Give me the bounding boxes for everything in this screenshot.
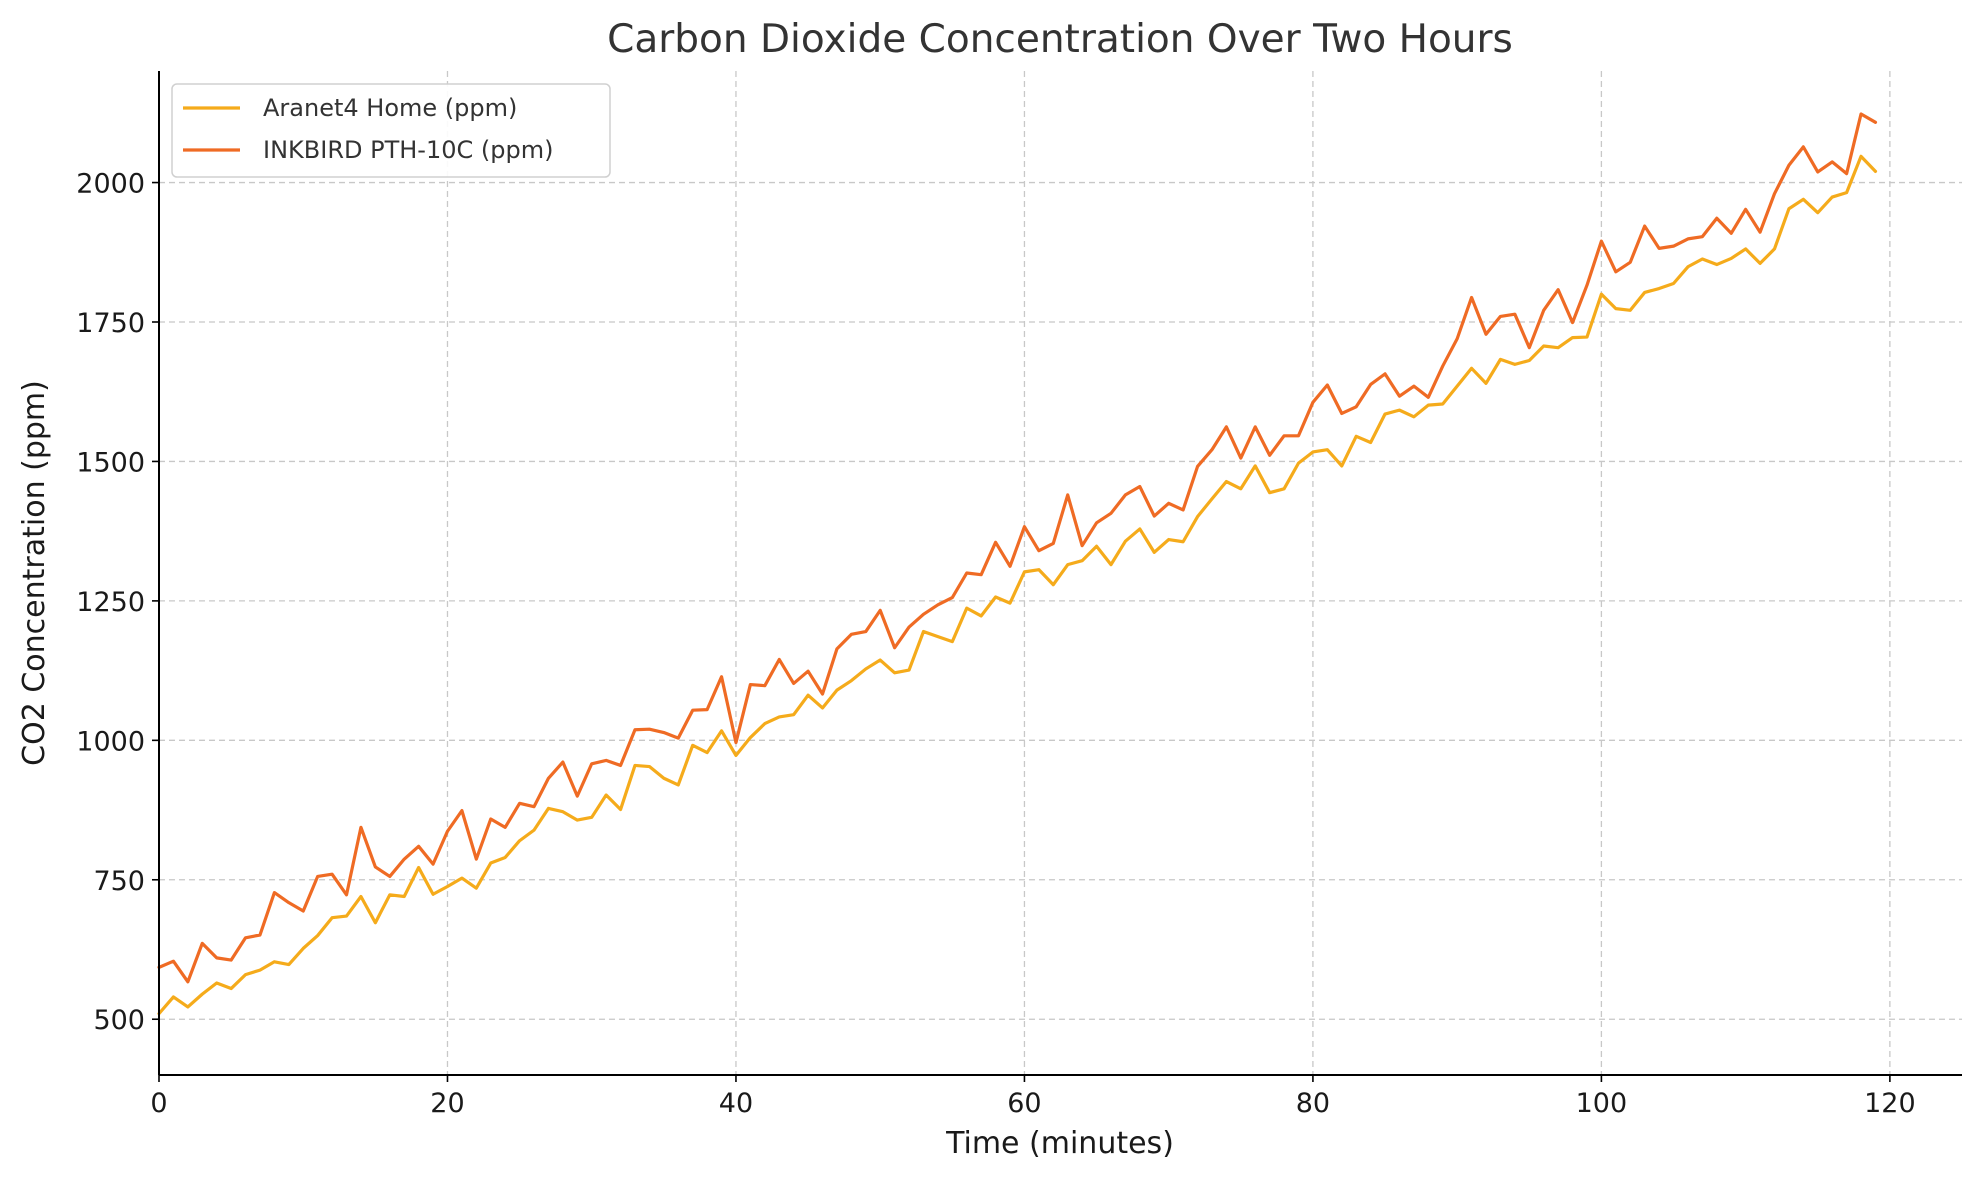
chart-title: Carbon Dioxide Concentration Over Two Ho… (607, 17, 1513, 62)
y-tick-label: 1250 (76, 587, 145, 618)
series-line-inkbird (157, 112, 1878, 984)
x-tick-label: 40 (719, 1088, 753, 1119)
x-axis-label: Time (minutes) (945, 1126, 1174, 1161)
x-tick-label: 60 (1007, 1088, 1041, 1119)
x-tick-label: 20 (430, 1088, 464, 1119)
x-tick-label: 120 (1864, 1088, 1916, 1119)
y-tick-label: 1750 (76, 308, 145, 339)
legend-label-inkbird: INKBIRD PTH-10C (ppm) (263, 136, 553, 164)
legend: Aranet4 Home (ppm) INKBIRD PTH-10C (ppm) (171, 83, 611, 178)
y-tick-label: 2000 (76, 169, 145, 200)
y-axis-label: CO2 Concentration (ppm) (17, 380, 52, 766)
series-line-aranet4 (157, 154, 1878, 1016)
legend-label-aranet4: Aranet4 Home (ppm) (263, 94, 517, 122)
y-tick-label: 1000 (76, 726, 145, 757)
y-tick-label: 500 (93, 1005, 145, 1036)
y-tick-label: 750 (93, 866, 145, 897)
series-lines (157, 112, 1878, 1016)
ticks: 0 20 40 60 80 100 120 500 750 1000 1250 1500 1750 200… (76, 169, 1915, 1119)
y-tick-label: 1500 (76, 447, 145, 478)
axes (158, 71, 1962, 1076)
x-tick-label: 80 (1296, 1088, 1330, 1119)
legend-box (171, 83, 611, 178)
x-tick-label: 0 (150, 1088, 167, 1119)
x-tick-label: 100 (1576, 1088, 1628, 1119)
